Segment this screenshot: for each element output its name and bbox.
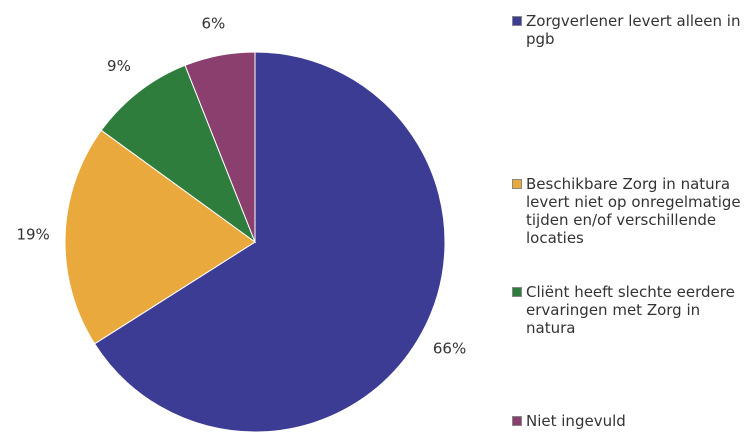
legend-item: Zorgverlener levert alleen in pgb — [512, 12, 745, 48]
legend-item: Cliënt heeft slechte eerdere ervaringen … — [512, 283, 745, 337]
legend-swatch — [512, 287, 522, 297]
data-label: 66% — [433, 339, 466, 357]
data-label: 6% — [202, 14, 226, 32]
legend-item: Niet ingevuld — [512, 412, 745, 430]
legend-label: Cliënt heeft slechte eerdere ervaringen … — [526, 283, 735, 337]
legend-swatch — [512, 416, 522, 426]
data-label: 9% — [107, 57, 131, 75]
pie-slice — [100, 64, 257, 244]
legend-label: Beschikbare Zorg in natura levert niet o… — [526, 175, 741, 247]
pie-slice — [184, 51, 256, 243]
pie-slice — [64, 129, 256, 345]
pie-slice — [93, 51, 446, 433]
legend-label: Zorgverlener levert alleen in pgb — [526, 12, 741, 48]
legend-swatch — [512, 179, 522, 189]
legend-item: Beschikbare Zorg in natura levert niet o… — [512, 175, 745, 247]
legend-label: Niet ingevuld — [526, 412, 626, 430]
legend-swatch — [512, 16, 522, 26]
data-label: 19% — [16, 226, 49, 244]
